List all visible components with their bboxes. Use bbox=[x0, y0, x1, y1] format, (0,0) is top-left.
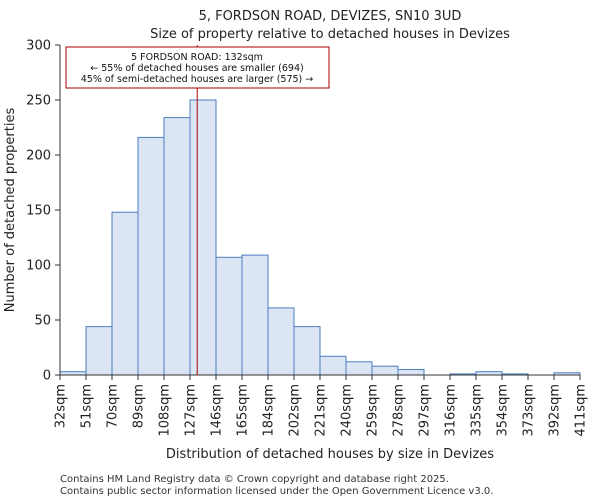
x-tick-label: 335sqm bbox=[470, 384, 485, 437]
x-tick-label: 202sqm bbox=[288, 384, 303, 437]
x-tick-label: 373sqm bbox=[522, 384, 537, 437]
x-axis-label: Distribution of detached houses by size … bbox=[166, 447, 494, 462]
bar-165sqm bbox=[241, 254, 269, 376]
x-tick-label: 108sqm bbox=[158, 384, 173, 437]
x-tick-label: 127sqm bbox=[184, 384, 199, 437]
x-tick-label: 392sqm bbox=[548, 384, 563, 437]
bar-146sqm bbox=[215, 256, 243, 376]
x-tick-label: 411sqm bbox=[574, 384, 589, 437]
annotation-smaller: ← 55% of detached houses are smaller (69… bbox=[90, 63, 303, 74]
x-tick-label: 32sqm bbox=[54, 384, 69, 428]
bar-278sqm bbox=[397, 369, 425, 376]
bar-51sqm bbox=[85, 326, 113, 376]
y-tick-label: 100 bbox=[26, 259, 51, 274]
x-tick-label: 278sqm bbox=[392, 384, 407, 437]
bar-127sqm bbox=[189, 99, 217, 376]
y-axis-label: Number of detached properties bbox=[3, 108, 18, 313]
x-tick-label: 297sqm bbox=[418, 384, 433, 437]
x-tick-label: 354sqm bbox=[496, 384, 511, 437]
bar-108sqm bbox=[163, 117, 191, 376]
y-tick-label: 300 bbox=[26, 39, 51, 54]
y-tick-label: 0 bbox=[43, 369, 51, 384]
chart-title: 5, FORDSON ROAD, DEVIZES, SN10 3UD bbox=[199, 9, 462, 24]
bar-89sqm bbox=[137, 136, 165, 376]
x-tick-label: 184sqm bbox=[262, 384, 277, 437]
bar-221sqm bbox=[319, 355, 347, 376]
y-axis: 0 50 100 150 200 250 300 bbox=[26, 39, 61, 384]
y-tick-label: 50 bbox=[34, 314, 51, 329]
x-tick-label: 89sqm bbox=[132, 384, 147, 428]
x-tick-label: 51sqm bbox=[80, 384, 95, 428]
x-axis: 32sqm 51sqm 70sqm 89sqm 108sqm 127sqm 146sqm 16… bbox=[54, 374, 589, 437]
annotation-box bbox=[65, 46, 330, 89]
bar-184sqm bbox=[267, 307, 295, 376]
y-tick-label: 200 bbox=[26, 149, 51, 164]
y-tick-label: 150 bbox=[26, 204, 51, 219]
footer-licence: Contains public sector information licen… bbox=[60, 486, 493, 497]
bars-group bbox=[59, 99, 581, 376]
bar-202sqm bbox=[293, 326, 321, 376]
x-tick-label: 221sqm bbox=[314, 384, 329, 437]
annotation-larger: 45% of semi-detached houses are larger (… bbox=[81, 74, 314, 85]
x-tick-label: 240sqm bbox=[340, 384, 355, 437]
footer-copyright: Contains HM Land Registry data © Crown c… bbox=[60, 474, 449, 485]
property-annotation: 5 FORDSON ROAD: 132sqm ← 55% of detached… bbox=[65, 46, 330, 89]
x-tick-label: 316sqm bbox=[444, 384, 459, 437]
x-tick-label: 259sqm bbox=[366, 384, 381, 437]
x-tick-label: 146sqm bbox=[210, 384, 225, 437]
bar-240sqm bbox=[345, 361, 373, 376]
bar-259sqm bbox=[371, 365, 399, 376]
x-tick-label: 165sqm bbox=[236, 384, 251, 437]
x-tick-label: 70sqm bbox=[106, 384, 121, 428]
annotation-title: 5 FORDSON ROAD: 132sqm bbox=[131, 52, 263, 63]
chart-subtitle: Size of property relative to detached ho… bbox=[150, 27, 510, 42]
bar-70sqm bbox=[111, 211, 139, 376]
y-tick-label: 250 bbox=[26, 94, 51, 109]
